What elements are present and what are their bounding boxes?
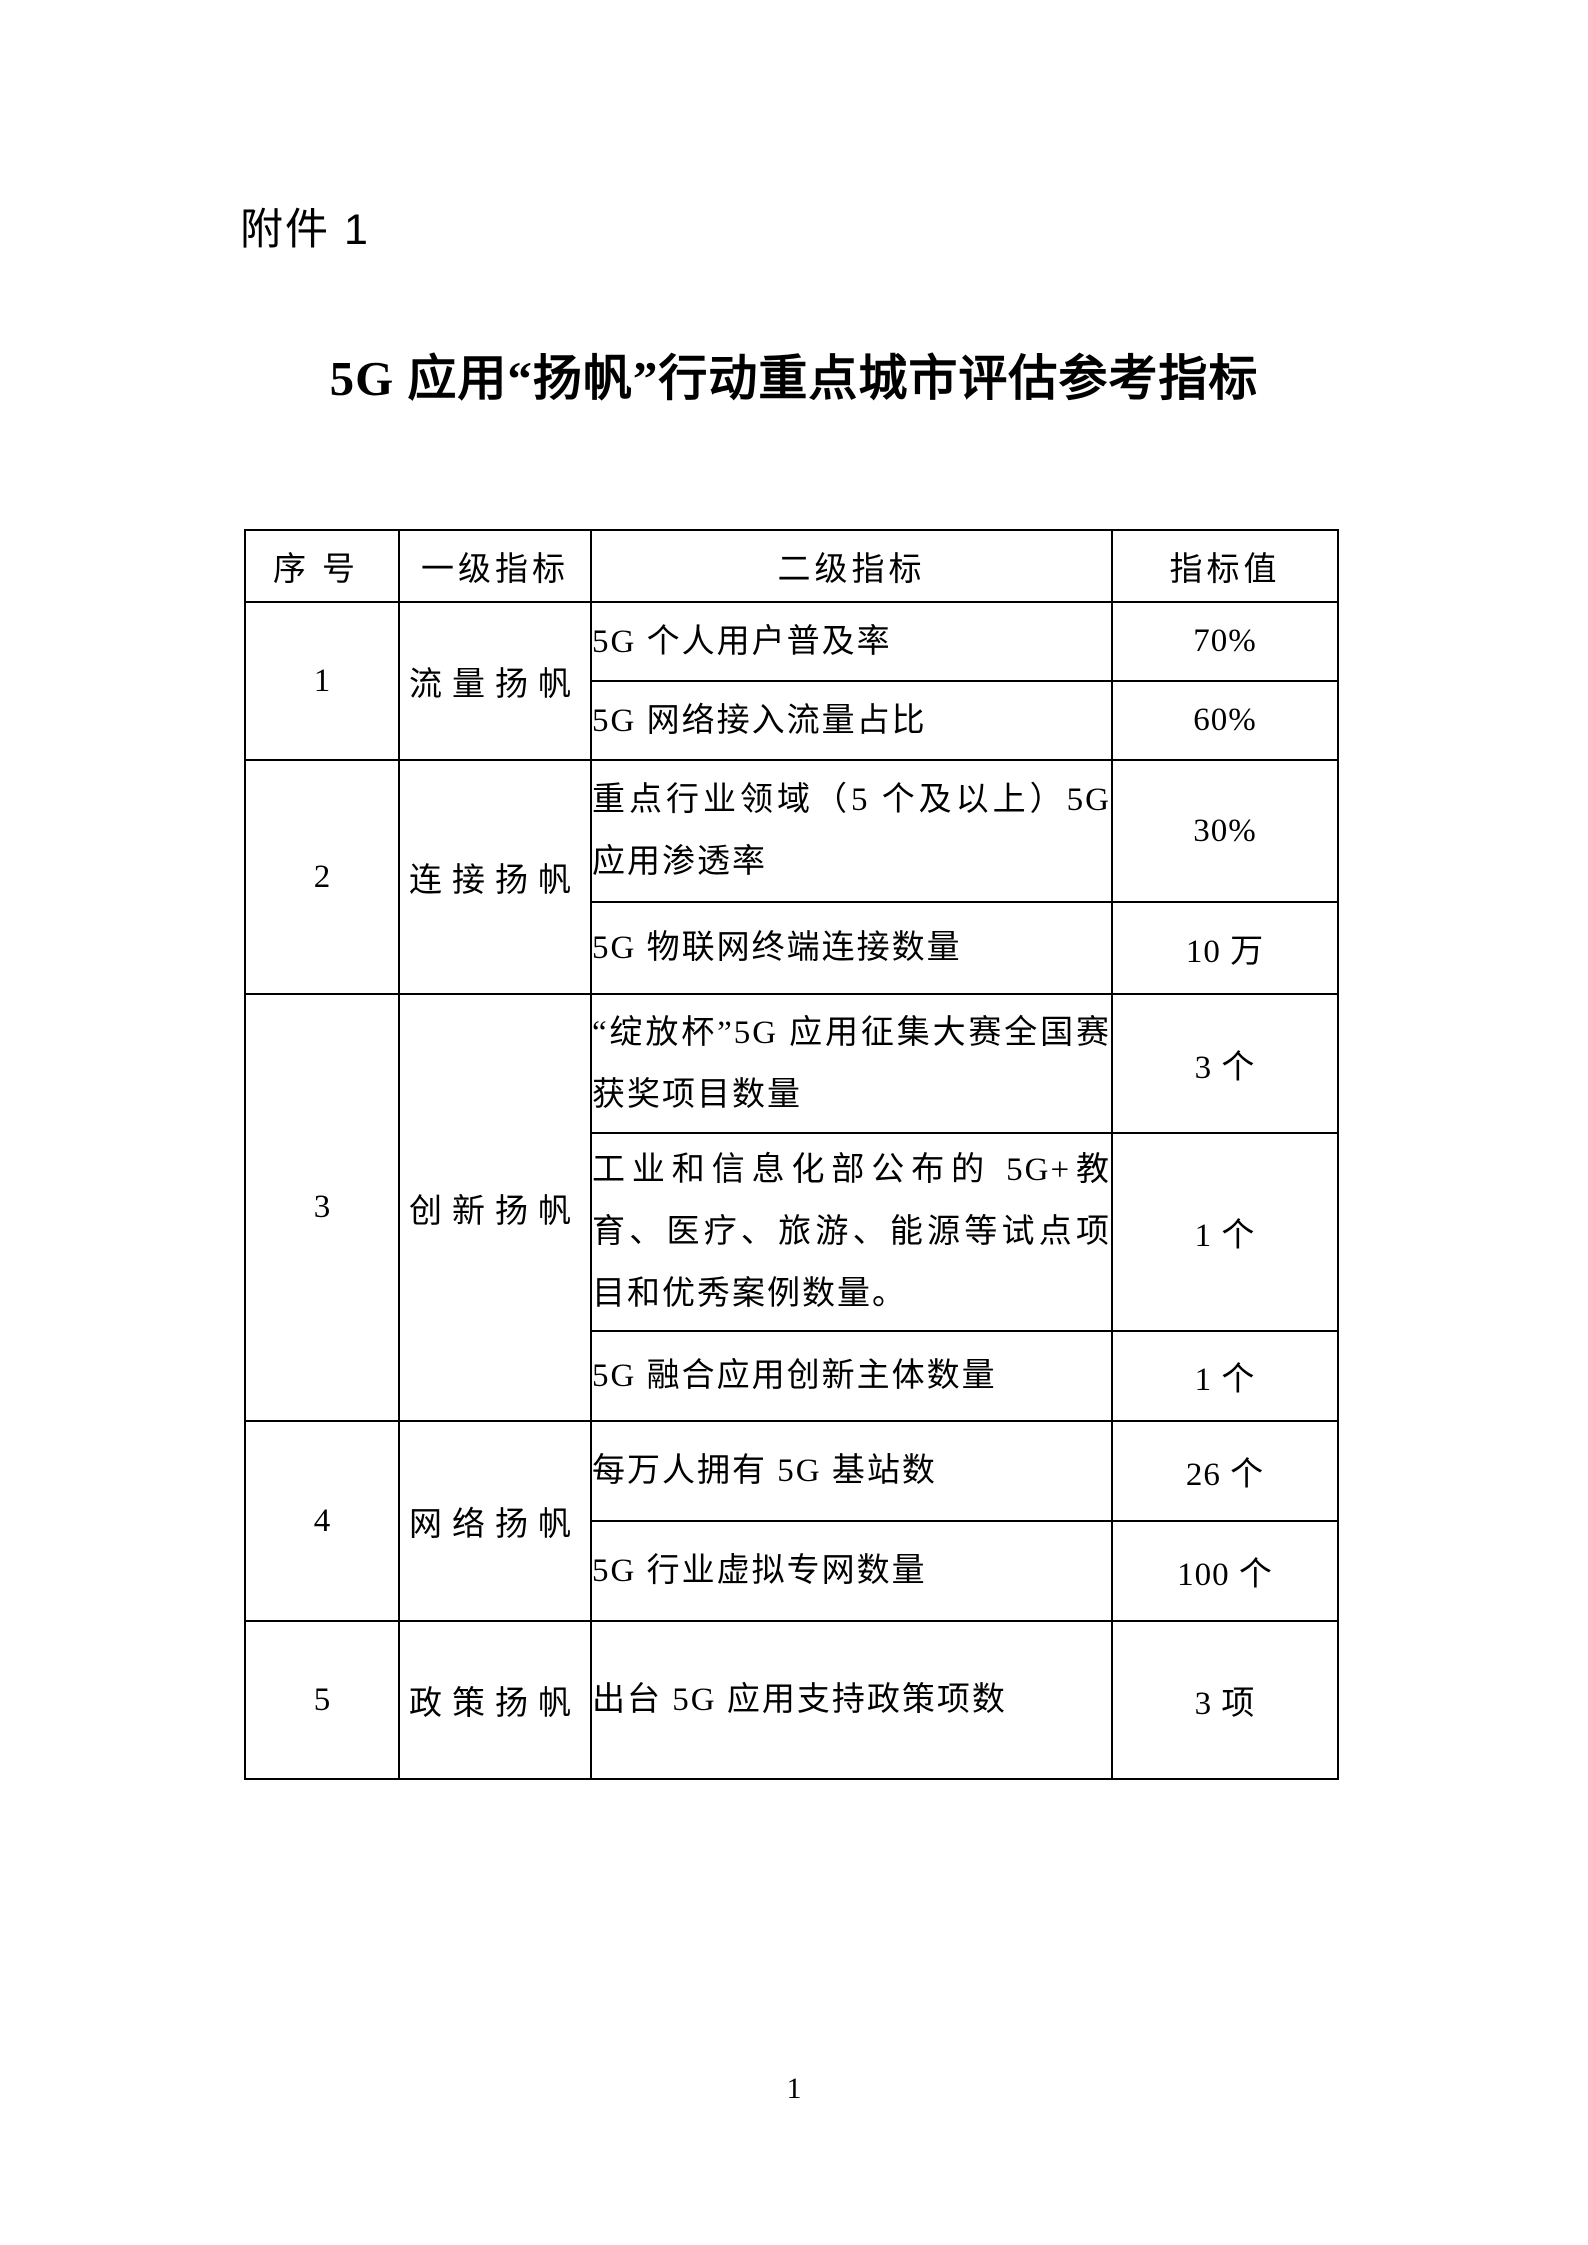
table-row: 5G 网络接入流量占比 60% [245, 680, 1339, 761]
table-row: 5 政策扬帆 出台 5G 应用支持政策项数 3 项 [244, 1620, 1339, 1780]
indicator-cell: 5G 行业虚拟专网数量 [590, 1520, 1113, 1622]
header-level2: 二级指标 [590, 529, 1113, 603]
header-seq: 序号 [244, 529, 400, 603]
seq-cell: 4 [244, 1420, 400, 1622]
level1-cell: 网络扬帆 [398, 1420, 592, 1622]
indicator-cell: 5G 融合应用创新主体数量 [590, 1330, 1113, 1422]
seq-cell: 5 [244, 1620, 400, 1780]
indicator-cell: 5G 物联网终端连接数量 [590, 901, 1113, 995]
seq-cell: 1 [244, 601, 400, 761]
page-title: 5G 应用“扬帆”行动重点城市评估参考指标 [329, 351, 1259, 406]
value-cell: 26 个 [1111, 1420, 1339, 1522]
indicator-cell: 出台 5G 应用支持政策项数 [590, 1620, 1113, 1780]
value-cell: 10 万 [1111, 901, 1339, 995]
value-cell: 70% [1111, 601, 1339, 682]
level1-cell: 连接扬帆 [398, 759, 592, 995]
table-row: 1 流量扬帆 5G 个人用户普及率 70% [244, 601, 1339, 761]
seq-cell: 3 [244, 993, 400, 1422]
level1-cell: 政策扬帆 [398, 1620, 592, 1780]
table-row: 工业和信息化部公布的 5G+教育、医疗、旅游、能源等试点项目和优秀案例数量。 1… [245, 1132, 1339, 1332]
table-row: 5G 融合应用创新主体数量 1 个 [245, 1330, 1339, 1422]
header-value: 指标值 [1111, 529, 1339, 603]
indicator-cell: 工业和信息化部公布的 5G+教育、医疗、旅游、能源等试点项目和优秀案例数量。 [590, 1132, 1113, 1332]
value-cell: 60% [1111, 680, 1339, 761]
value-cell: 1 个 [1111, 1132, 1339, 1332]
indicator-cell: 每万人拥有 5G 基站数 [590, 1420, 1113, 1522]
attachment-label: 附件 1 [240, 206, 370, 254]
indicator-cell: 5G 网络接入流量占比 [590, 680, 1113, 761]
table-row: 4 网络扬帆 每万人拥有 5G 基站数 26 个 [244, 1420, 1339, 1622]
indicator-cell: 重点行业领域（5 个及以上）5G 应用渗透率 [590, 759, 1113, 903]
table-header-row: 序号 一级指标 二级指标 指标值 [244, 529, 1339, 603]
header-level1: 一级指标 [398, 529, 592, 603]
indicator-cell: “绽放杯”5G 应用征集大赛全国赛获奖项目数量 [590, 993, 1113, 1134]
level1-cell: 创新扬帆 [398, 993, 592, 1422]
table-row: 3 创新扬帆 “绽放杯”5G 应用征集大赛全国赛获奖项目数量 3 个 [244, 993, 1339, 1422]
indicator-cell: 5G 个人用户普及率 [590, 601, 1113, 682]
indicators-table: 序号 一级指标 二级指标 指标值 1 流量扬帆 5G 个人用户普及率 70% 5… [244, 529, 1339, 1780]
value-cell: 1 个 [1111, 1330, 1339, 1422]
page-number: 1 [786, 2072, 802, 2105]
seq-cell: 2 [244, 759, 400, 995]
value-cell: 30% [1111, 759, 1339, 903]
value-cell: 100 个 [1111, 1520, 1339, 1622]
value-cell: 3 个 [1111, 993, 1339, 1134]
value-cell: 3 项 [1111, 1620, 1339, 1780]
table-row: 2 连接扬帆 重点行业领域（5 个及以上）5G 应用渗透率 30% [244, 759, 1339, 995]
table-row: 5G 行业虚拟专网数量 100 个 [245, 1520, 1339, 1622]
level1-cell: 流量扬帆 [398, 601, 592, 761]
table-row: 5G 物联网终端连接数量 10 万 [245, 901, 1339, 995]
